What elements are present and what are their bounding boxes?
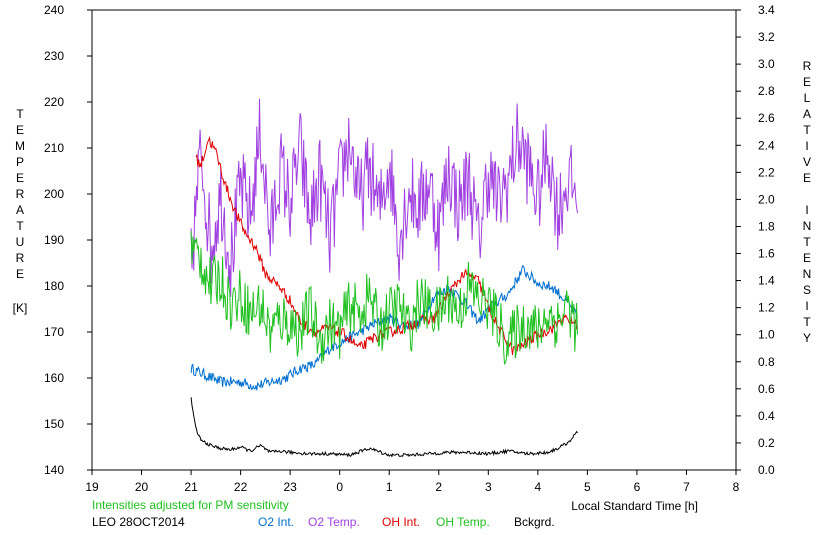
y-right-tick-label: 1.8 — [758, 219, 775, 233]
legend-entry: OH Temp. — [436, 515, 490, 529]
right-axis-label-letter: T — [803, 123, 811, 137]
y-left-tick-label: 240 — [44, 3, 64, 17]
y-right-tick-label: 2.0 — [758, 192, 775, 206]
x-axis-label: Local Standard Time [h] — [571, 499, 698, 513]
right-axis-label-letter: T — [803, 315, 811, 329]
right-axis-label-letter: L — [804, 91, 811, 105]
y-right-tick-label: 1.4 — [758, 274, 775, 288]
series-layer — [190, 98, 578, 458]
x-tick-label: 19 — [85, 480, 99, 494]
left-axis-label-letter: T — [16, 107, 24, 121]
y-left-tick-label: 170 — [44, 325, 64, 339]
legend-entry: O2 Int. — [258, 515, 294, 529]
legend-entry: Bckgrd. — [514, 515, 555, 529]
pm-sensitivity-note: Intensities adjusted for PM sensitivity — [92, 498, 289, 512]
y-right-tick-label: 3.0 — [758, 57, 775, 71]
y-right-tick-label: 2.8 — [758, 84, 775, 98]
legend: O2 Int. O2 Temp. OH Int. OH Temp. Bckgrd. — [258, 515, 555, 529]
y-right-tick-label: 0.6 — [758, 382, 775, 396]
series-line-oh-temp — [190, 231, 578, 365]
x-tick-label: 8 — [733, 480, 740, 494]
x-tick-label: 7 — [683, 480, 690, 494]
left-axis-label-letter: T — [16, 219, 24, 233]
y-right-tick-label: 0.2 — [758, 436, 775, 450]
x-tick-label: 0 — [336, 480, 343, 494]
y-right-tick-label: 2.2 — [758, 165, 775, 179]
station-date: LEO 28OCT2014 — [92, 515, 185, 529]
right-axis-label-letter: T — [803, 235, 811, 249]
left-axis-label-letter: R — [16, 187, 25, 201]
y-left-tick-label: 200 — [44, 187, 64, 201]
left-axis-unit: [K] — [13, 301, 28, 315]
x-tick-label: 1 — [386, 480, 393, 494]
legend-entry: O2 Temp. — [308, 515, 360, 529]
right-axis-label-letter: I — [805, 299, 808, 313]
y-left-tick-label: 230 — [44, 49, 64, 63]
plot-area-frame — [91, 9, 737, 471]
left-axis-label-letter: R — [16, 251, 25, 265]
y-left-tick-label: 210 — [44, 141, 64, 155]
y-right-tick-label: 2.6 — [758, 111, 775, 125]
series-line-bckgrd — [190, 397, 578, 458]
left-axis-label-letter: A — [16, 203, 24, 217]
x-tick-label: 4 — [535, 480, 542, 494]
y-left-tick-label: 160 — [44, 371, 64, 385]
y-right-tick-label: 0.8 — [758, 355, 775, 369]
right-y-axis-ticks: 0.0 0.2 0.4 0.6 0.8 1.0 1.2 1.4 1.6 1.8 2.0 2.2 2.4 2… — [736, 3, 775, 477]
right-axis-label-letter: N — [803, 267, 812, 281]
left-axis-label-letter: E — [16, 171, 24, 185]
right-axis-label-letter: S — [803, 283, 811, 297]
x-tick-label: 21 — [184, 480, 198, 494]
y-right-tick-label: 1.0 — [758, 328, 775, 342]
x-tick-label: 2 — [435, 480, 442, 494]
right-axis-label-letter: I — [805, 139, 808, 153]
y-right-tick-label: 3.2 — [758, 30, 775, 44]
y-left-tick-label: 140 — [44, 463, 64, 477]
y-right-tick-label: 1.6 — [758, 247, 775, 261]
left-y-axis-ticks: 140 150 160 170 180 190 200 210 220 230 240 — [44, 3, 92, 477]
x-tick-label: 5 — [584, 480, 591, 494]
y-left-tick-label: 150 — [44, 417, 64, 431]
x-tick-label: 20 — [135, 480, 149, 494]
right-axis-label-letter: N — [803, 219, 812, 233]
right-axis-label-letter: Y — [803, 331, 811, 345]
left-axis-label-letter: P — [16, 155, 24, 169]
right-axis-label-letter: E — [803, 75, 811, 89]
x-axis-ticks: 19 20 21 22 23 0 1 2 3 4 5 6 7 8 — [85, 470, 740, 494]
x-tick-label: 22 — [234, 480, 248, 494]
y-right-tick-label: 3.4 — [758, 3, 775, 17]
x-tick-label: 6 — [634, 480, 641, 494]
right-axis-label-letter: I — [805, 203, 808, 217]
right-axis-label-letter: E — [803, 251, 811, 265]
x-tick-label: 23 — [283, 480, 297, 494]
right-axis-label-letter: V — [803, 155, 811, 169]
y-left-tick-label: 190 — [44, 233, 64, 247]
series-line-o2-temp — [190, 98, 578, 297]
y-right-tick-label: 0.0 — [758, 463, 775, 477]
x-tick-label: 3 — [485, 480, 492, 494]
legend-entry: OH Int. — [382, 515, 420, 529]
left-axis-label-letter: U — [16, 235, 25, 249]
right-axis-label-letter: A — [803, 107, 811, 121]
y-left-tick-label: 180 — [44, 279, 64, 293]
y-right-tick-label: 2.4 — [758, 138, 775, 152]
y-left-tick-label: 220 — [44, 95, 64, 109]
right-axis-label-letter: R — [803, 59, 812, 73]
right-axis-label-letter: E — [803, 171, 811, 185]
y-right-tick-label: 0.4 — [758, 409, 775, 423]
left-axis-label-letter: E — [16, 267, 24, 281]
y-right-tick-label: 1.2 — [758, 301, 775, 315]
left-axis-label-letter: E — [16, 123, 24, 137]
left-axis-label-letter: M — [15, 139, 25, 153]
